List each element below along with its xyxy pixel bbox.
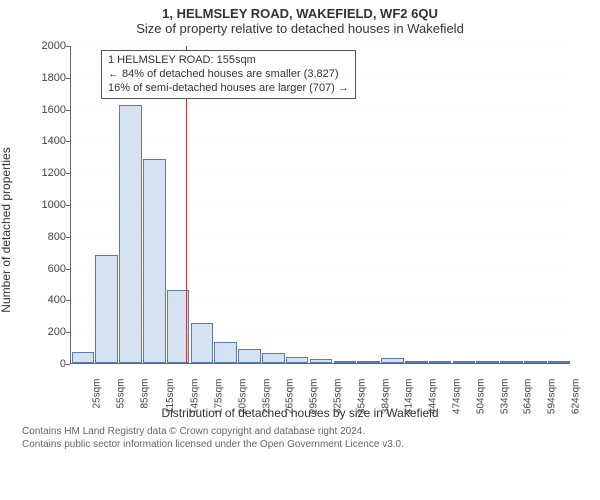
y-tick-mark <box>66 269 70 270</box>
histogram-chart: Number of detached properties 1 HELMSLEY… <box>20 40 580 420</box>
x-tick-label: 235sqm <box>261 379 272 415</box>
gridline <box>71 332 570 333</box>
x-tick-label: 175sqm <box>213 379 224 415</box>
x-tick-label: 325sqm <box>332 379 343 415</box>
gridline <box>71 205 570 206</box>
y-tick-label: 800 <box>28 231 66 243</box>
x-tick-label: 534sqm <box>499 379 510 415</box>
y-axis-label: Number of detached properties <box>0 147 13 312</box>
x-tick-label: 504sqm <box>475 379 486 415</box>
histogram-bar <box>286 357 309 363</box>
histogram-bar <box>72 352 95 363</box>
footer-line-1: Contains HM Land Registry data © Crown c… <box>22 426 590 439</box>
gridline <box>71 237 570 238</box>
x-tick-label: 85sqm <box>139 379 150 409</box>
y-tick-label: 0 <box>28 358 66 370</box>
gridline <box>71 269 570 270</box>
y-tick-mark <box>66 46 70 47</box>
histogram-bar <box>548 361 571 363</box>
footer-line-2: Contains public sector information licen… <box>22 439 590 452</box>
x-axis-label: Distribution of detached houses by size … <box>20 406 580 420</box>
histogram-bar <box>357 361 380 363</box>
y-tick-label: 1400 <box>28 135 66 147</box>
gridline <box>71 141 570 142</box>
x-tick-label: 594sqm <box>547 379 558 415</box>
histogram-bar <box>476 361 499 363</box>
footer-attribution: Contains HM Land Registry data © Crown c… <box>0 420 600 451</box>
x-tick-label: 354sqm <box>356 379 367 415</box>
x-tick-label: 55sqm <box>115 379 126 409</box>
gridline <box>71 173 570 174</box>
histogram-bar <box>405 361 428 363</box>
x-tick-label: 295sqm <box>308 379 319 415</box>
histogram-bar <box>262 353 285 363</box>
plot-area: 1 HELMSLEY ROAD: 155sqm ← 84% of detache… <box>70 46 570 364</box>
histogram-bar <box>95 255 118 363</box>
histogram-bar <box>334 361 357 363</box>
histogram-bar <box>238 349 261 363</box>
gridline <box>71 78 570 79</box>
y-tick-mark <box>66 173 70 174</box>
histogram-bar <box>381 358 404 363</box>
histogram-bar <box>310 359 333 363</box>
x-tick-label: 205sqm <box>237 379 248 415</box>
x-tick-label: 115sqm <box>165 379 176 414</box>
page-title: 1, HELMSLEY ROAD, WAKEFIELD, WF2 6QU <box>0 0 600 21</box>
x-tick-label: 145sqm <box>189 379 200 415</box>
histogram-bar <box>191 323 214 363</box>
y-tick-mark <box>66 332 70 333</box>
x-tick-label: 474sqm <box>451 379 462 415</box>
y-tick-label: 400 <box>28 294 66 306</box>
x-tick-label: 265sqm <box>285 379 296 415</box>
x-tick-label: 444sqm <box>428 379 439 415</box>
histogram-bar <box>524 361 547 363</box>
histogram-bar <box>429 361 452 363</box>
y-tick-label: 1800 <box>28 72 66 84</box>
y-tick-label: 1600 <box>28 104 66 116</box>
x-tick-label: 25sqm <box>91 379 102 409</box>
annotation-line-3: 16% of semi-detached houses are larger (… <box>108 82 349 96</box>
y-tick-mark <box>66 364 70 365</box>
y-tick-label: 1000 <box>28 199 66 211</box>
x-tick-label: 384sqm <box>380 379 391 415</box>
page-subtitle: Size of property relative to detached ho… <box>0 21 600 40</box>
histogram-bar <box>500 361 523 363</box>
x-tick-label: 564sqm <box>523 379 534 415</box>
y-tick-label: 200 <box>28 326 66 338</box>
y-tick-mark <box>66 78 70 79</box>
histogram-bar <box>214 342 237 363</box>
annotation-line-1: 1 HELMSLEY ROAD: 155sqm <box>108 54 349 68</box>
y-tick-mark <box>66 300 70 301</box>
y-tick-mark <box>66 110 70 111</box>
gridline <box>71 46 570 47</box>
annotation-box: 1 HELMSLEY ROAD: 155sqm ← 84% of detache… <box>101 50 356 99</box>
x-tick-label: 414sqm <box>404 379 415 415</box>
gridline <box>71 300 570 301</box>
histogram-bar <box>119 105 142 363</box>
y-tick-mark <box>66 237 70 238</box>
x-tick-label: 624sqm <box>570 379 581 415</box>
y-tick-mark <box>66 205 70 206</box>
annotation-line-2: ← 84% of detached houses are smaller (3,… <box>108 68 349 82</box>
y-tick-mark <box>66 141 70 142</box>
y-tick-label: 600 <box>28 263 66 275</box>
gridline <box>71 110 570 111</box>
y-tick-label: 1200 <box>28 167 66 179</box>
y-tick-label: 2000 <box>28 40 66 52</box>
histogram-bar <box>453 361 476 363</box>
